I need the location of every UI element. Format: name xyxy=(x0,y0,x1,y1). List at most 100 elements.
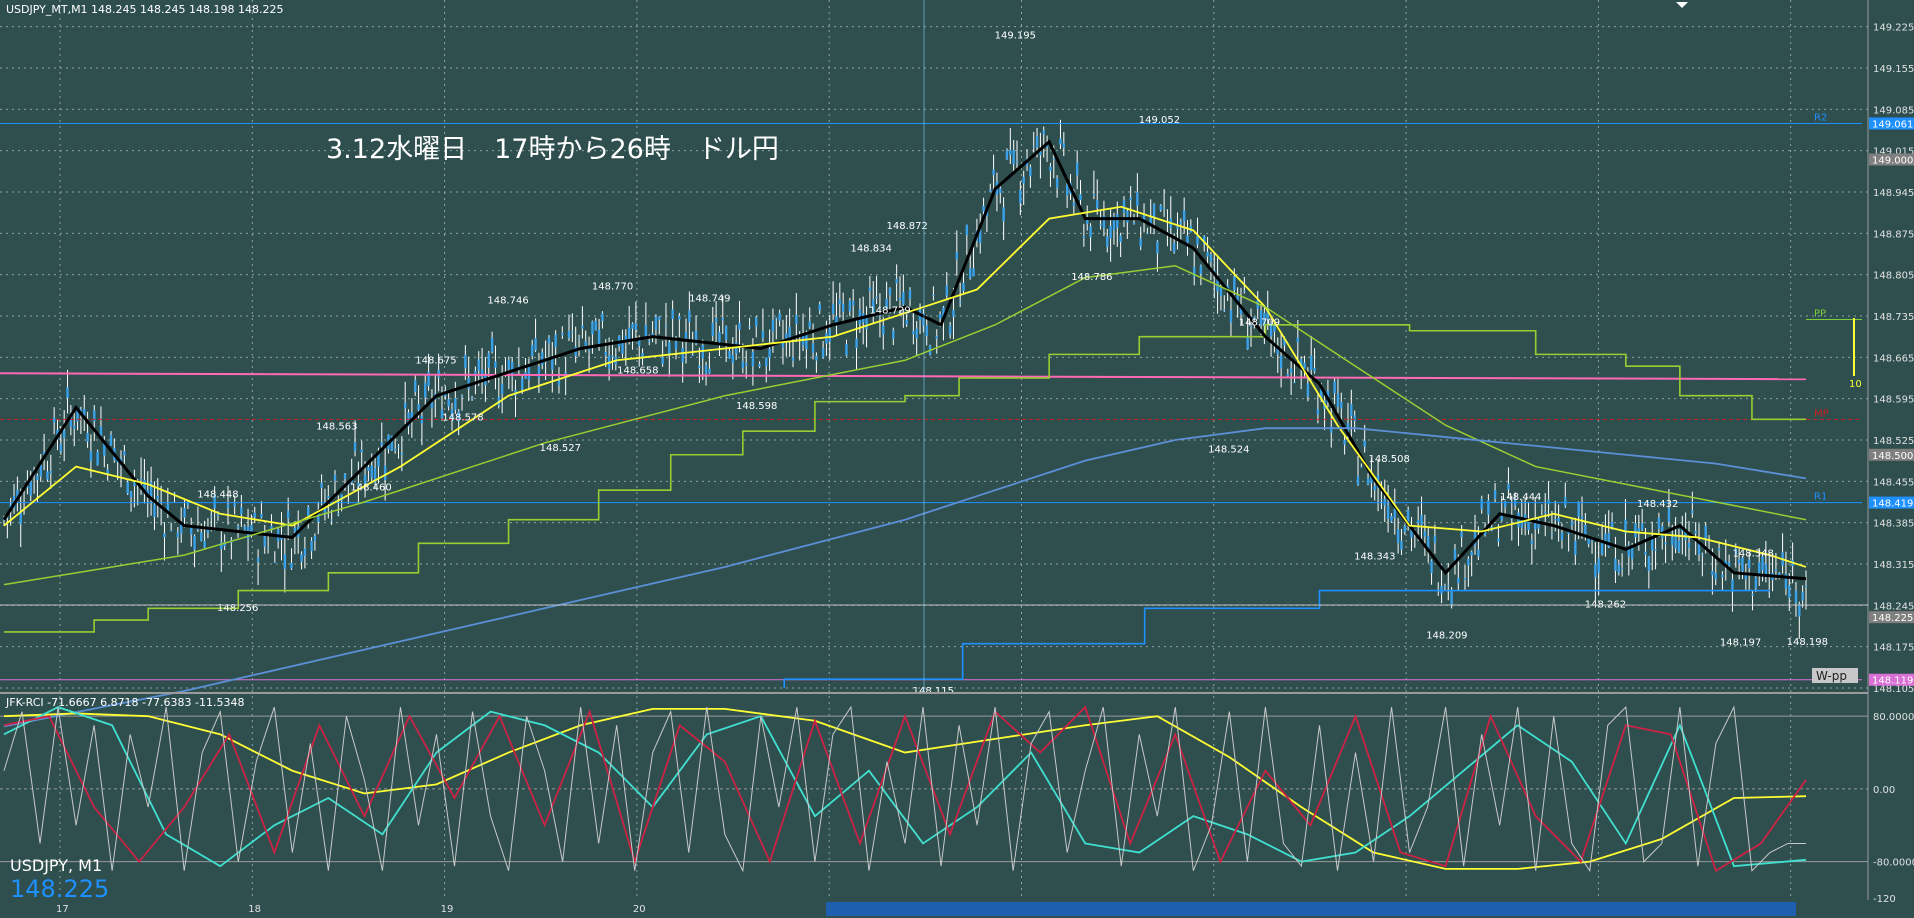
candle-body xyxy=(1500,515,1503,521)
candle-body xyxy=(93,410,96,422)
chart-annotation: 3.12水曜日 17時から26時 ドル円 xyxy=(326,134,779,165)
candle-body xyxy=(1005,150,1009,160)
scroll-marker-icon[interactable] xyxy=(1676,2,1688,8)
candle-body xyxy=(500,384,504,395)
candle-body xyxy=(1253,317,1256,320)
candle-body xyxy=(474,371,477,376)
candle-body xyxy=(444,394,447,397)
candle-body xyxy=(400,452,404,455)
candle-body xyxy=(1313,368,1316,372)
candle-body xyxy=(992,169,995,176)
step-line xyxy=(4,324,1806,633)
candle-body xyxy=(838,299,842,305)
pivot-label: R1 xyxy=(1814,492,1827,503)
candle-body xyxy=(357,483,360,487)
candle-body xyxy=(270,525,273,531)
candle-body xyxy=(1604,533,1607,544)
candle-body xyxy=(567,330,571,338)
candle-body xyxy=(1557,517,1560,522)
candle-body xyxy=(1594,563,1597,578)
price-tag-label: 149.000 xyxy=(1872,156,1913,167)
candle-body xyxy=(403,402,407,409)
candle-body xyxy=(1206,251,1209,257)
candle-body xyxy=(236,526,240,529)
candle-body xyxy=(1129,197,1132,201)
candle-body xyxy=(1560,532,1564,541)
candle-body xyxy=(597,329,601,344)
candle-body xyxy=(531,344,534,356)
candle-body xyxy=(1286,373,1289,376)
candle-body xyxy=(260,513,263,518)
candle-body xyxy=(1303,362,1306,371)
candle-body xyxy=(828,328,831,342)
price-tag-label: 148.500 xyxy=(1872,451,1913,462)
candle-body xyxy=(905,320,908,325)
candle-body xyxy=(1493,489,1497,499)
price-label: 148.343 xyxy=(1354,551,1395,562)
price-tick-label: 149.225 xyxy=(1873,23,1914,34)
price-tag-label: 149.061 xyxy=(1872,120,1913,131)
candle-body xyxy=(1263,312,1266,326)
candle-body xyxy=(1239,306,1243,315)
candle-body xyxy=(821,348,825,358)
price-tick-label: 148.945 xyxy=(1873,188,1914,199)
candle-body xyxy=(811,343,815,353)
candle-body xyxy=(223,541,226,547)
candle-body xyxy=(417,404,420,411)
candle-body xyxy=(958,301,962,303)
candle-body xyxy=(664,325,668,327)
price-tag-label: 148.419 xyxy=(1872,499,1913,510)
candle-body xyxy=(370,465,373,478)
candle-body xyxy=(256,557,260,562)
candle-body xyxy=(681,348,684,363)
candle-body xyxy=(744,363,748,366)
candle-body xyxy=(1136,192,1139,207)
candle-body xyxy=(1761,556,1764,571)
candle-body xyxy=(1433,535,1437,543)
candle-body xyxy=(1092,194,1096,196)
candle-body xyxy=(1343,440,1346,445)
candle-body xyxy=(447,399,450,407)
candle-body xyxy=(494,361,497,368)
candle-body xyxy=(1691,510,1694,514)
candle-body xyxy=(1032,146,1035,148)
candle-body xyxy=(718,331,721,343)
candle-body xyxy=(103,442,106,456)
candle-body xyxy=(1226,285,1229,291)
wpp-label: W-pp xyxy=(1816,669,1847,683)
candle-body xyxy=(1022,176,1025,184)
candle-body xyxy=(1597,558,1600,573)
candle-body xyxy=(1731,579,1734,592)
candle-body xyxy=(621,340,624,354)
candle-body xyxy=(738,322,741,330)
candle-body xyxy=(521,378,524,390)
candle-body xyxy=(818,304,821,311)
candle-body xyxy=(1156,241,1159,254)
candle-body xyxy=(52,417,56,423)
price-label: 148.834 xyxy=(850,244,891,255)
candle-body xyxy=(126,482,129,494)
candle-body xyxy=(1547,499,1550,505)
candle-body xyxy=(1567,531,1570,534)
candle-body xyxy=(1015,161,1019,163)
price-tick-label: 148.455 xyxy=(1873,477,1914,488)
candle-body xyxy=(29,481,32,496)
ma-line xyxy=(3,205,1807,568)
candle-body xyxy=(1584,525,1587,537)
candle-body xyxy=(303,548,307,556)
candle-body xyxy=(507,359,511,370)
candle-body xyxy=(1106,236,1109,247)
candle-body xyxy=(163,533,166,538)
candle-body xyxy=(1694,531,1697,534)
price-tag xyxy=(1869,117,1914,130)
candle-body xyxy=(360,449,363,453)
candle-body xyxy=(1320,386,1323,400)
rci-line xyxy=(3,708,1807,870)
candle-body xyxy=(1447,585,1450,587)
candle-body xyxy=(761,330,765,339)
candle-body xyxy=(333,474,337,481)
candle-body xyxy=(1373,485,1376,491)
candle-body xyxy=(380,442,383,446)
candle-body xyxy=(1256,300,1259,309)
